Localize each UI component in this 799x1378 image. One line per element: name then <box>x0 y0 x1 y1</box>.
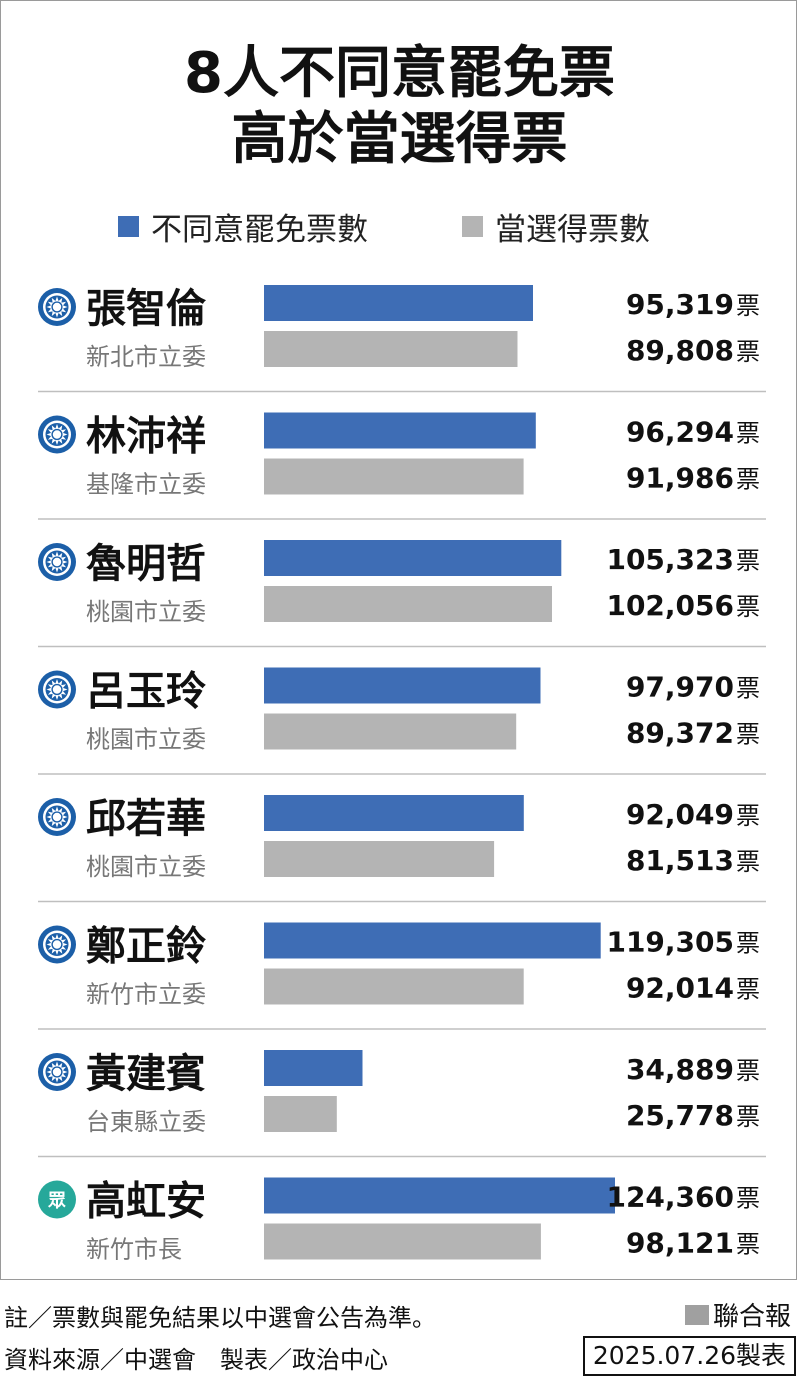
legend-item-recall-against: 不同意罷免票數 <box>118 206 368 248</box>
candidate-name: 黃建賓 <box>86 1051 206 1097</box>
chart-title-line-2: 高於當選得票 <box>231 107 568 172</box>
candidate-name: 魯明哲 <box>86 541 206 587</box>
bar-elected <box>264 458 524 495</box>
legend-label-elected: 當選得票數 <box>495 211 650 248</box>
value-label: 95,319 <box>626 288 734 321</box>
candidate-position: 台東縣立委 <box>86 1108 206 1136</box>
bar-elected <box>264 1096 337 1132</box>
candidate-position: 新竹市立委 <box>86 981 206 1009</box>
candidate-name: 鄭正鈴 <box>86 924 206 970</box>
bar-recall-against <box>264 667 541 704</box>
candidate-name: 呂玉玲 <box>86 669 206 715</box>
value-label: 96,294 <box>626 416 734 449</box>
footer-source: 資料來源／中選會 製表／政治中心 <box>4 1346 388 1374</box>
value-label: 119,305 <box>606 926 734 959</box>
candidate-position: 基隆市立委 <box>86 471 206 499</box>
value-label: 124,360 <box>606 1181 734 1214</box>
chart-frame <box>0 0 797 1280</box>
candidate-position: 新北市立委 <box>86 343 206 371</box>
brand-mark: 聯合報 <box>684 1296 791 1333</box>
value-label: 105,323 <box>606 543 734 576</box>
bar-elected <box>264 1223 541 1260</box>
brand-name: 聯合報 <box>712 1302 791 1332</box>
bar-recall-against <box>264 1050 363 1086</box>
legend-item-elected: 當選得票數 <box>462 206 650 248</box>
unit-label: 票 <box>736 1057 760 1085</box>
candidate-position: 桃園市立委 <box>86 598 206 626</box>
unit-label: 票 <box>736 547 760 575</box>
value-label: 81,513 <box>626 844 734 877</box>
unit-label: 票 <box>736 848 760 876</box>
legend-label-recall-against: 不同意罷免票數 <box>151 211 368 248</box>
svg-text:眾: 眾 <box>47 1191 66 1212</box>
value-label: 91,986 <box>626 462 734 495</box>
bar-elected <box>264 713 517 750</box>
bar-recall-against <box>264 285 533 321</box>
value-label: 89,808 <box>626 334 734 367</box>
kmt-emblem-icon <box>38 670 76 709</box>
value-label: 25,778 <box>626 1099 734 1132</box>
bar-recall-against <box>264 1177 615 1214</box>
kmt-emblem-icon <box>38 543 76 581</box>
candidate-position: 新竹市長 <box>86 1236 182 1264</box>
kmt-emblem-icon <box>38 288 76 326</box>
unit-label: 票 <box>736 1103 760 1131</box>
legend-swatch-recall-against <box>118 215 139 237</box>
value-label: 97,970 <box>626 671 734 704</box>
bar-elected <box>264 841 495 877</box>
value-label: 98,121 <box>626 1227 734 1260</box>
bar-recall-against <box>264 922 601 959</box>
value-label: 92,014 <box>626 972 734 1005</box>
bar-recall-against <box>264 540 562 576</box>
candidate-name: 高虹安 <box>86 1179 206 1225</box>
unit-label: 票 <box>736 292 760 320</box>
bar-elected <box>264 331 518 367</box>
kmt-emblem-icon <box>38 1053 76 1091</box>
bar-elected <box>264 586 552 622</box>
unit-label: 票 <box>736 466 760 494</box>
value-label: 92,049 <box>626 798 734 831</box>
unit-label: 票 <box>736 1185 760 1213</box>
unit-label: 票 <box>736 420 760 448</box>
bar-elected <box>264 968 524 1005</box>
unit-label: 票 <box>736 338 760 366</box>
candidate-position: 桃園市立委 <box>86 726 206 754</box>
legend-swatch-elected <box>462 215 483 237</box>
bar-recall-against <box>264 795 524 831</box>
candidate-name: 張智倫 <box>86 286 207 332</box>
unit-label: 票 <box>736 675 760 703</box>
value-label: 89,372 <box>626 717 734 750</box>
footer-note: 註／票數與罷免結果以中選會公告為準。 <box>4 1304 436 1332</box>
chart-title-line-1: 8人不同意罷免票 <box>184 41 615 106</box>
made-date: 2025.07.26製表 <box>582 1336 796 1376</box>
candidate-name: 林沛祥 <box>86 414 206 460</box>
unit-label: 票 <box>736 721 760 749</box>
unit-label: 票 <box>736 930 760 958</box>
bar-recall-against <box>264 412 536 449</box>
kmt-emblem-icon <box>38 415 76 454</box>
unit-label: 票 <box>736 802 760 830</box>
value-label: 34,889 <box>626 1053 734 1086</box>
kmt-emblem-icon <box>38 925 76 964</box>
unit-label: 票 <box>736 593 760 621</box>
unit-label: 票 <box>736 976 760 1004</box>
unit-label: 票 <box>736 1231 760 1259</box>
tpp-emblem-icon: 眾 <box>38 1180 76 1219</box>
candidate-position: 桃園市立委 <box>86 853 206 881</box>
brand-square-icon <box>684 1304 709 1325</box>
value-label: 102,056 <box>606 589 734 622</box>
kmt-emblem-icon <box>38 798 76 836</box>
candidate-name: 邱若華 <box>86 796 206 842</box>
